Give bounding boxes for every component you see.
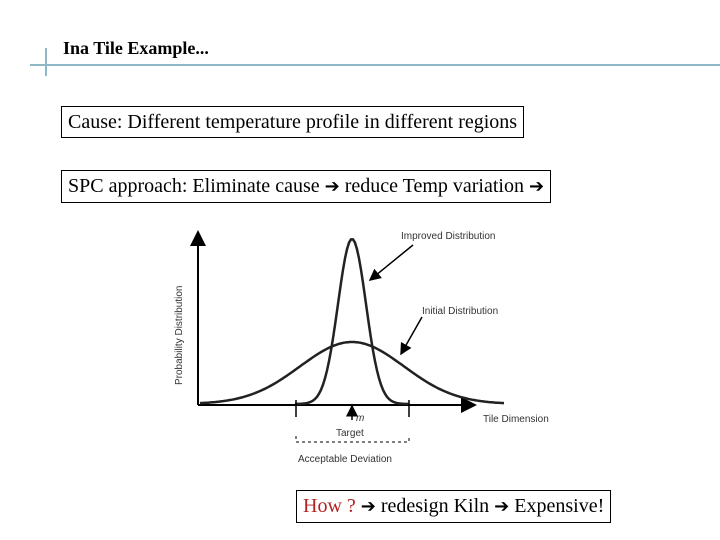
m-label: m [356, 413, 364, 424]
title-rule [30, 64, 720, 66]
right-arrow-icon: ➔ [494, 496, 510, 517]
spc-middle-text: reduce Temp variation [344, 175, 524, 197]
initial-pointer-arrow [400, 316, 423, 356]
acceptable-deviation-label: Acceptable Deviation [298, 454, 392, 465]
slide-title: Ina Tile Example... [63, 38, 209, 58]
spc-approach-box: SPC approach: Eliminate cause ➔ reduce T… [61, 170, 552, 203]
how-box: How ? ➔ redesign Kiln ➔ Expensive! [296, 490, 612, 523]
right-arrow-icon: ➔ [360, 496, 376, 517]
y-axis-label: Probability Distribution [174, 286, 185, 386]
spc-text: SPC approach: Eliminate cause [68, 175, 320, 197]
how-text: How ? [303, 495, 356, 517]
target-label: Target [336, 428, 364, 439]
improved-distribution-label: Improved Distribution [401, 231, 495, 242]
right-arrow-icon: ➔ [324, 176, 340, 197]
redesign-text: redesign Kiln [380, 495, 490, 517]
initial-distribution-label: Initial Distribution [422, 306, 498, 317]
x-axis-label: Tile Dimension [483, 414, 549, 425]
right-arrow-icon: ➔ [528, 176, 545, 197]
improved-pointer-arrow [368, 244, 414, 281]
deviation-bracket [295, 436, 410, 443]
initial-distribution-curve [199, 340, 505, 405]
cause-box: Cause: Different temperature profile in … [61, 106, 525, 138]
improved-distribution-curve [294, 238, 410, 406]
distribution-figure: Probability Distribution Tile Dimension … [174, 230, 549, 465]
expensive-text: Expensive! [514, 495, 605, 517]
title-rule-tick [45, 48, 47, 76]
